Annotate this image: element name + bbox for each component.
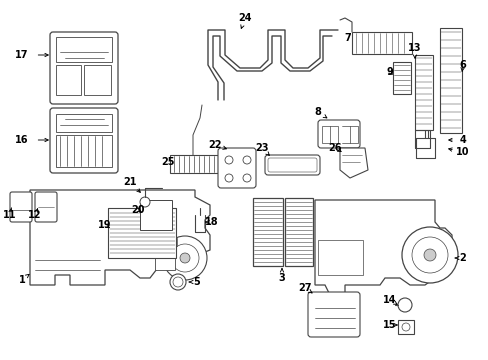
Text: 6: 6	[459, 60, 466, 70]
Circle shape	[243, 156, 250, 164]
Bar	[317, 240, 362, 275]
Polygon shape	[321, 126, 337, 143]
Circle shape	[170, 274, 185, 290]
Bar	[170, 155, 218, 173]
FancyBboxPatch shape	[267, 158, 316, 172]
Circle shape	[180, 253, 190, 263]
Bar	[56, 65, 81, 95]
FancyBboxPatch shape	[317, 120, 359, 148]
Bar	[56, 135, 112, 167]
FancyBboxPatch shape	[50, 32, 118, 104]
Text: 12: 12	[28, 210, 41, 220]
Polygon shape	[314, 200, 451, 295]
Text: 3: 3	[278, 273, 285, 283]
Bar	[392, 62, 410, 94]
Text: 10: 10	[455, 147, 469, 157]
Text: 7: 7	[344, 33, 351, 43]
Polygon shape	[339, 148, 367, 178]
Circle shape	[423, 249, 435, 261]
Bar	[56, 37, 112, 62]
Text: 22: 22	[208, 140, 221, 150]
Circle shape	[173, 277, 183, 287]
Text: 15: 15	[383, 320, 396, 330]
Text: 13: 13	[407, 43, 421, 53]
Text: 20: 20	[131, 205, 144, 215]
Text: 8: 8	[314, 107, 321, 117]
Text: 11: 11	[3, 210, 17, 220]
Circle shape	[397, 298, 411, 312]
Text: 26: 26	[327, 143, 341, 153]
FancyBboxPatch shape	[307, 292, 359, 337]
Text: 14: 14	[383, 295, 396, 305]
Text: 27: 27	[298, 283, 311, 293]
Text: 19: 19	[98, 220, 112, 230]
Text: 9: 9	[386, 67, 392, 77]
Bar	[164, 238, 177, 246]
Bar	[439, 28, 461, 133]
Text: 25: 25	[161, 157, 174, 167]
Circle shape	[243, 174, 250, 182]
Bar	[414, 55, 432, 130]
Bar	[351, 32, 411, 54]
FancyBboxPatch shape	[35, 192, 57, 222]
Text: 4: 4	[459, 135, 466, 145]
Circle shape	[140, 197, 150, 207]
Circle shape	[401, 227, 457, 283]
Bar	[108, 208, 176, 256]
Text: 21: 21	[123, 177, 137, 187]
Bar	[108, 208, 176, 258]
Polygon shape	[30, 190, 209, 285]
Bar	[397, 320, 413, 334]
FancyBboxPatch shape	[218, 148, 256, 188]
Text: 16: 16	[15, 135, 29, 145]
Text: 23: 23	[255, 143, 268, 153]
Circle shape	[171, 244, 199, 272]
Circle shape	[411, 237, 447, 273]
Text: 17: 17	[15, 50, 29, 60]
Text: 5: 5	[193, 277, 200, 287]
Text: 24: 24	[238, 13, 251, 23]
Bar	[56, 114, 112, 132]
Circle shape	[224, 174, 232, 182]
Circle shape	[224, 156, 232, 164]
FancyBboxPatch shape	[10, 192, 32, 222]
Bar	[140, 200, 172, 230]
Bar	[285, 198, 312, 266]
Text: 2: 2	[459, 253, 466, 263]
FancyBboxPatch shape	[50, 108, 118, 173]
Text: 18: 18	[205, 217, 218, 227]
Circle shape	[163, 236, 206, 280]
Text: 1: 1	[19, 275, 25, 285]
Bar	[252, 198, 283, 266]
Circle shape	[401, 323, 409, 331]
FancyBboxPatch shape	[264, 155, 319, 175]
Bar	[84, 65, 111, 95]
Bar	[155, 245, 175, 270]
